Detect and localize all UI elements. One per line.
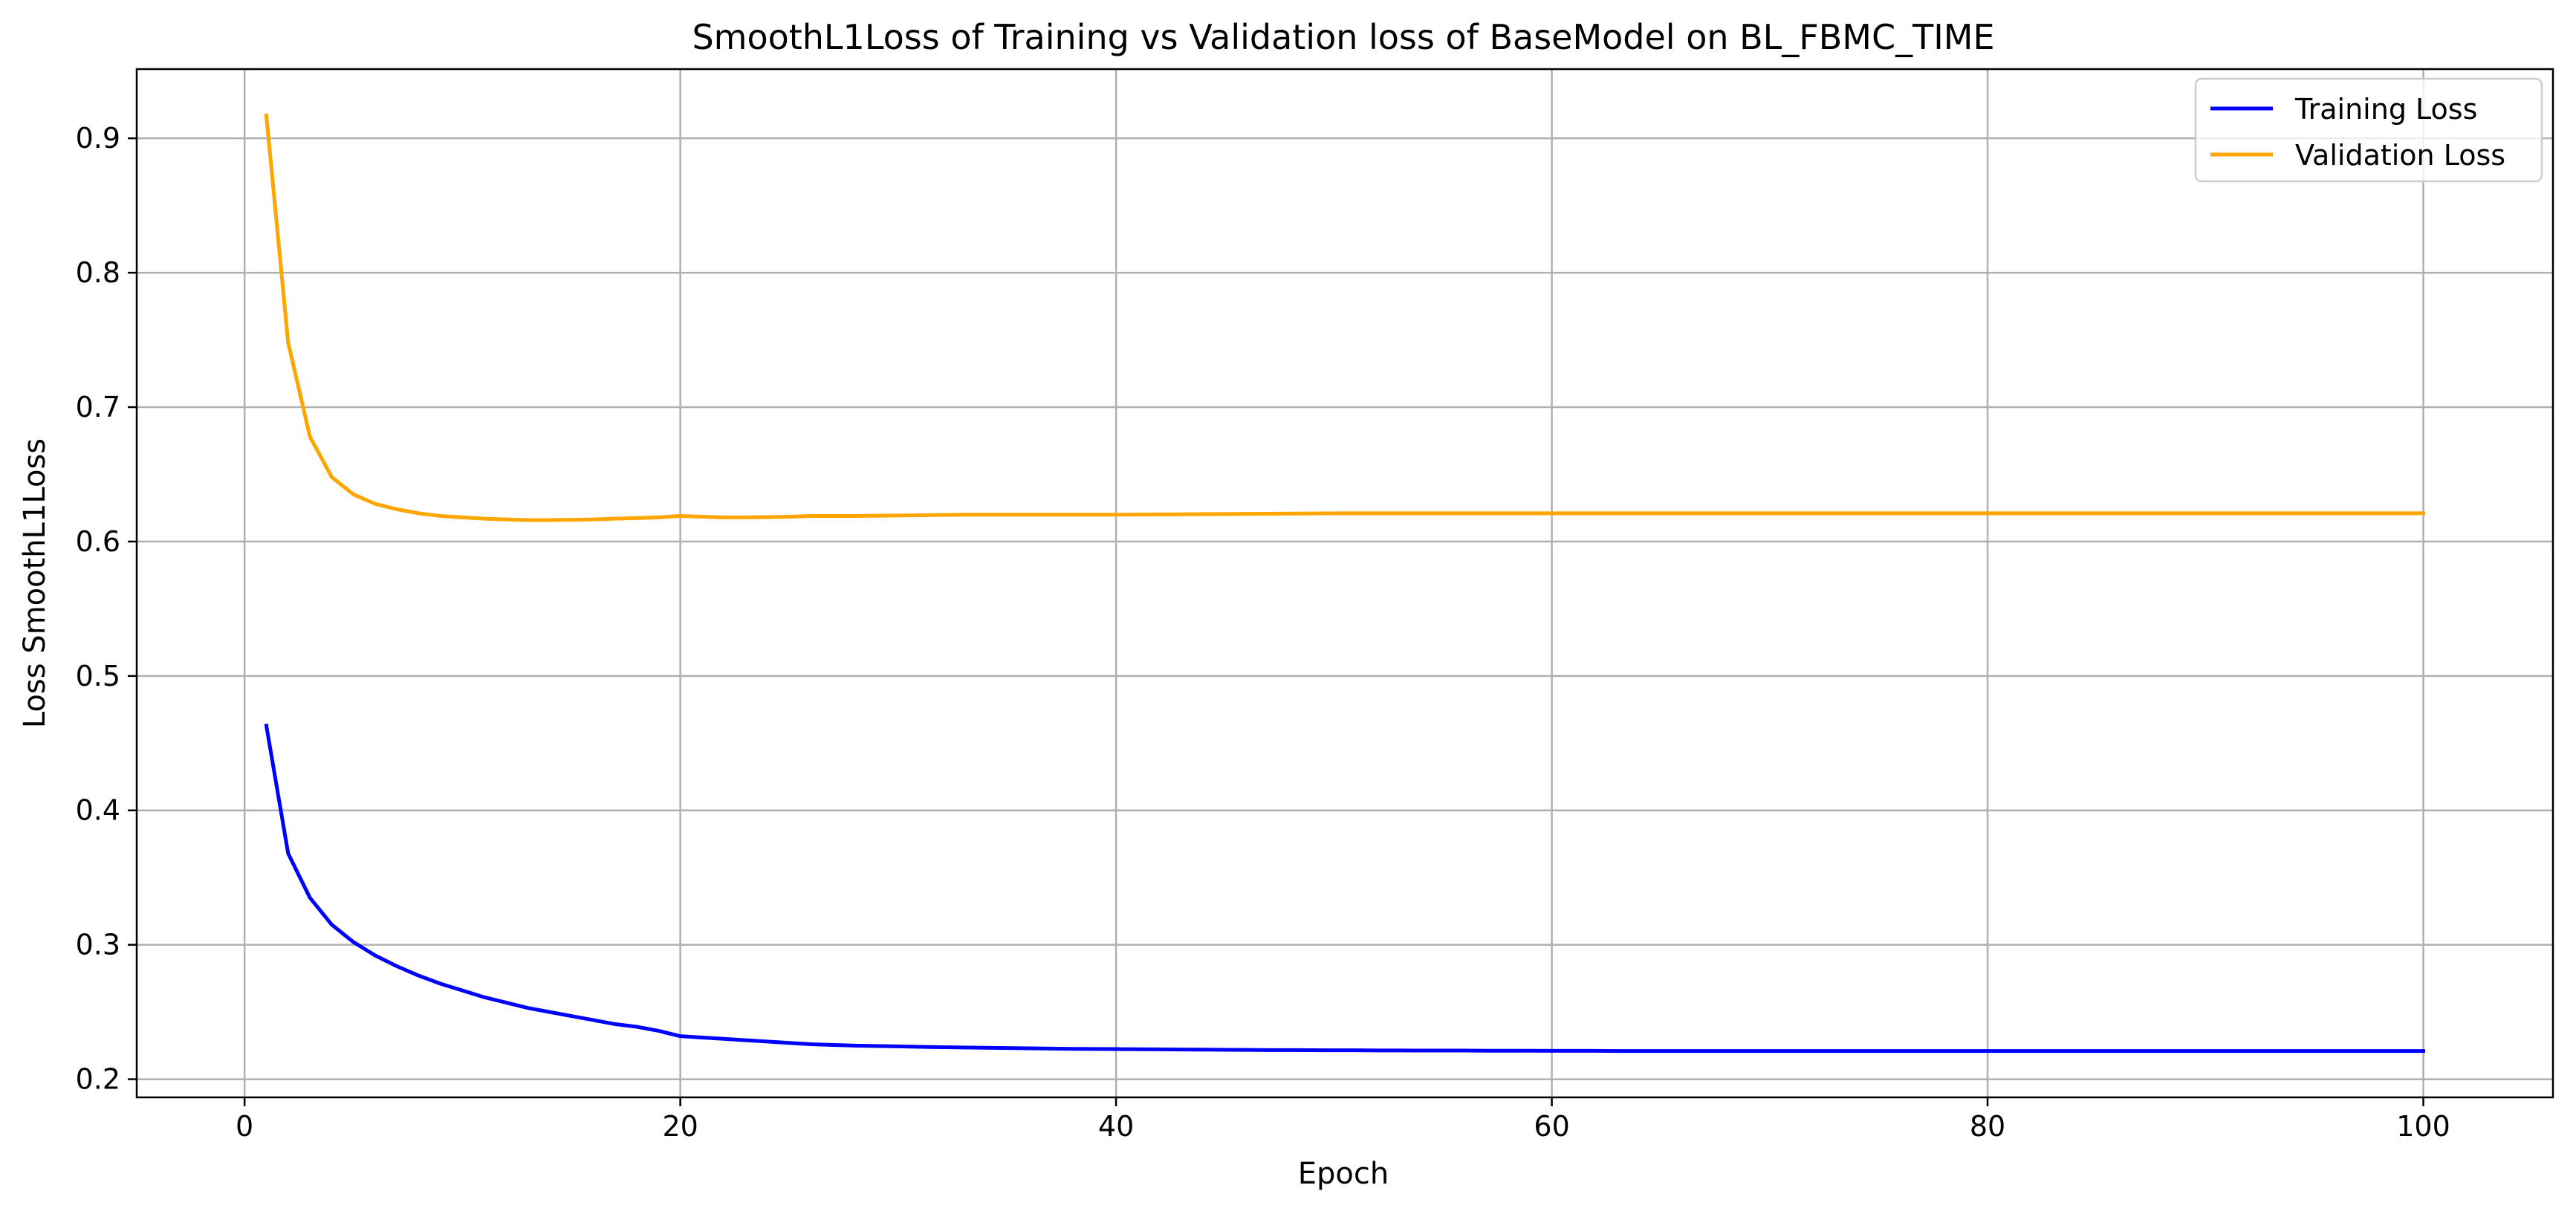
- plot-frame: [135, 68, 2554, 1099]
- series-line-validation-loss: [264, 113, 2426, 522]
- chart-title: SmoothL1Loss of Training vs Validation l…: [692, 17, 1994, 57]
- grid-lines: [137, 69, 2553, 1097]
- legend: Training Loss Validation Loss: [2194, 77, 2543, 183]
- y-tick-label: 0.6: [76, 525, 120, 558]
- legend-label-validation-loss: Validation Loss: [2295, 139, 2505, 172]
- y-tick-label: 0.8: [76, 256, 120, 289]
- y-tick-label: 0.2: [76, 1063, 120, 1096]
- y-tick-label: 0.9: [76, 122, 120, 155]
- x-tick-label: 20: [662, 1110, 698, 1143]
- legend-label-training-loss: Training Loss: [2294, 93, 2477, 126]
- x-tick-label: 40: [1098, 1110, 1134, 1143]
- series-line-training-loss: [264, 723, 2426, 1054]
- y-axis-ticks: 0.2 0.3 0.4 0.5 0.6 0.7 0.8 0.9: [76, 122, 137, 1096]
- y-tick-label: 0.5: [76, 660, 120, 692]
- x-tick-label: 0: [236, 1110, 253, 1143]
- y-tick-label: 0.7: [76, 391, 120, 423]
- series-group: [264, 113, 2426, 1054]
- y-tick-label: 0.3: [76, 929, 120, 961]
- x-axis-label: Epoch: [1298, 1157, 1389, 1191]
- y-tick-label: 0.4: [76, 794, 120, 827]
- y-axis-label: Loss SmoothL1Loss: [18, 438, 52, 728]
- x-tick-label: 100: [2396, 1110, 2450, 1143]
- x-axis-ticks: 0 20 40 60 80 100: [236, 1097, 2450, 1143]
- x-tick-label: 80: [1970, 1110, 2005, 1143]
- x-tick-label: 60: [1534, 1110, 1569, 1143]
- legend-frame: [2194, 77, 2543, 183]
